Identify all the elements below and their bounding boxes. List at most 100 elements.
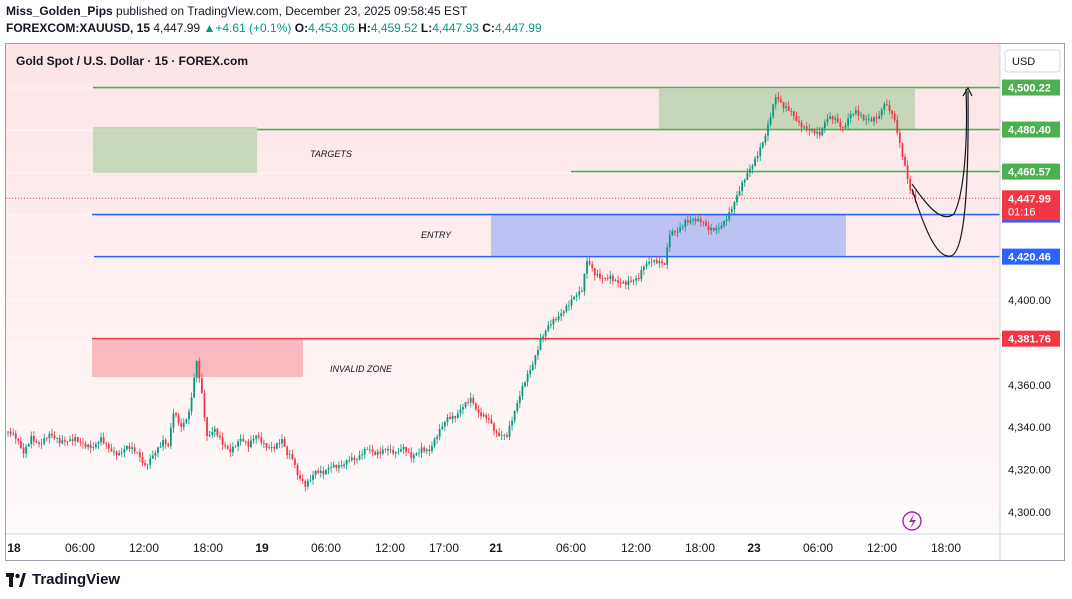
candle-body [653, 259, 656, 262]
candle-body [544, 330, 547, 337]
candle-body [562, 311, 565, 314]
candle-body [482, 414, 485, 417]
candle-body [469, 397, 472, 403]
candle-body [875, 117, 878, 119]
tradingview-brand: TradingView [32, 571, 121, 588]
chart-title: Gold Spot / U.S. Dollar · 15 · FOREX.com [16, 54, 248, 68]
entry-zone-box[interactable] [491, 215, 846, 257]
candle-body [48, 433, 51, 439]
candle-body [681, 226, 684, 228]
candle-body [151, 455, 154, 459]
candle-body [45, 438, 48, 440]
candle-body [265, 443, 268, 448]
candle-body [480, 412, 482, 417]
candle-body [113, 451, 115, 453]
candle-body [219, 435, 221, 438]
targets-zone-box[interactable] [93, 127, 257, 173]
candle-body [756, 155, 759, 159]
candle-body [531, 364, 534, 371]
candle-body [586, 261, 588, 274]
candle-body [826, 119, 829, 123]
candle-body [555, 319, 557, 320]
candle-body [591, 264, 594, 269]
candle-body [438, 428, 441, 437]
candle-body [294, 459, 296, 465]
candle-body [120, 452, 123, 454]
candle-body [102, 437, 105, 444]
candle-body [857, 110, 860, 116]
tradingview-logo[interactable]: TradingView [6, 571, 120, 588]
candle-body [221, 437, 224, 445]
candle-body [743, 179, 746, 183]
candle-body [164, 439, 167, 445]
candle-body [392, 449, 395, 454]
candle-body [177, 415, 180, 424]
candle-body [25, 446, 27, 454]
candle-body [449, 417, 451, 420]
candle-body [867, 118, 870, 120]
flash-icon[interactable] [902, 511, 922, 531]
candle-body [441, 426, 444, 429]
candle-body [43, 438, 46, 444]
candle-body [260, 437, 263, 444]
candle-body [539, 338, 542, 350]
candle-body [764, 135, 767, 143]
candle-body [299, 475, 302, 479]
targets-zone-box-upper[interactable] [659, 89, 915, 130]
time-tick-label: 17:00 [429, 541, 459, 555]
candle-body [493, 423, 495, 432]
price-chart[interactable]: TARGETS ENTRY INVALID ZONE Gold Spot / U… [6, 44, 1064, 560]
candle-body [754, 158, 756, 166]
candle-body [79, 441, 82, 443]
time-tick-label: 18:00 [193, 541, 223, 555]
candle-body [699, 218, 702, 222]
candle-body [549, 324, 552, 326]
current-price-countdown: 01:16 [1008, 206, 1036, 218]
projection-path-short[interactable] [911, 88, 968, 218]
candle-body [141, 456, 144, 463]
author-name[interactable]: Miss_Golden_Pips [6, 4, 113, 18]
candle-body [433, 438, 436, 447]
time-tick-label: 06:00 [556, 541, 586, 555]
candle-body [182, 422, 185, 428]
candle-body [443, 421, 446, 427]
candle-body [777, 97, 780, 100]
candle-body [666, 247, 669, 265]
candle-body [296, 464, 299, 476]
candle-body [888, 104, 891, 111]
projection-path-long[interactable] [911, 90, 969, 257]
candle-body [193, 377, 196, 398]
chart-frame[interactable]: TARGETS ENTRY INVALID ZONE Gold Spot / U… [5, 43, 1065, 561]
candle-body [860, 114, 862, 116]
candle-body [384, 448, 387, 450]
candle-body [358, 455, 361, 460]
time-axis[interactable]: 18 06:00 12:00 18:00 19 06:00 12:00 17:00 21 06:0… [7, 541, 961, 555]
candle-body [761, 142, 764, 148]
candle-body [84, 443, 87, 448]
candle-body [244, 441, 247, 443]
candle-body [893, 113, 896, 121]
candle-body [353, 457, 356, 461]
candle-body [679, 227, 681, 232]
candle-body [27, 444, 30, 447]
price-axis[interactable]: 4,300.00 4,320.00 4,340.00 4,360.00 4,400.00 [1008, 295, 1051, 519]
candle-body [568, 305, 570, 307]
candle-body [573, 296, 576, 300]
time-tick-label: 23 [747, 541, 761, 555]
candle-body [348, 460, 351, 461]
candle-body [332, 464, 335, 468]
candle-body [733, 201, 736, 210]
currency-button[interactable] [1004, 49, 1061, 73]
candle-body [319, 470, 322, 473]
candle-body [198, 360, 201, 379]
candle-body [870, 118, 873, 122]
candle-body [578, 291, 581, 296]
candle-body [374, 451, 376, 455]
candle-body [774, 97, 777, 105]
candle-body [456, 413, 459, 418]
candle-body [640, 270, 643, 280]
candle-body [89, 444, 92, 449]
candle-body [487, 418, 490, 420]
candle-body [304, 480, 307, 487]
candle-body [611, 275, 614, 281]
